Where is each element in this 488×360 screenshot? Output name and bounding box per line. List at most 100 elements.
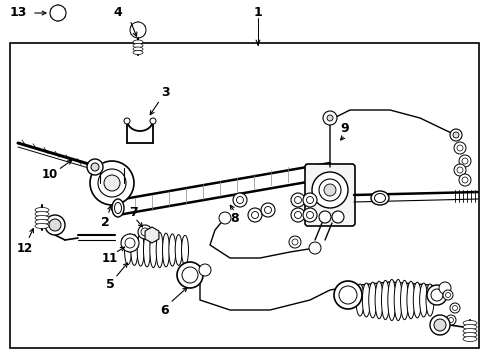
Ellipse shape — [374, 194, 385, 202]
Ellipse shape — [381, 280, 388, 320]
Circle shape — [125, 238, 135, 248]
Ellipse shape — [137, 234, 144, 266]
Ellipse shape — [406, 281, 414, 319]
Circle shape — [177, 262, 203, 288]
Circle shape — [150, 118, 156, 124]
Circle shape — [429, 315, 449, 335]
Circle shape — [104, 175, 120, 191]
Circle shape — [294, 197, 301, 203]
Polygon shape — [131, 22, 144, 38]
Bar — [10, 43, 478, 348]
Circle shape — [87, 159, 103, 175]
Circle shape — [50, 5, 66, 21]
Text: 3: 3 — [161, 86, 169, 99]
Circle shape — [290, 208, 305, 222]
Circle shape — [461, 177, 467, 183]
Ellipse shape — [400, 280, 407, 320]
Circle shape — [445, 315, 455, 325]
Text: 5: 5 — [105, 279, 114, 292]
Circle shape — [291, 239, 297, 245]
Text: 13: 13 — [9, 6, 27, 19]
Ellipse shape — [419, 283, 427, 317]
Circle shape — [433, 319, 445, 331]
Circle shape — [98, 169, 126, 197]
Circle shape — [453, 142, 465, 154]
Circle shape — [430, 289, 442, 301]
Ellipse shape — [387, 279, 395, 320]
Ellipse shape — [462, 320, 476, 325]
Circle shape — [326, 115, 332, 121]
Circle shape — [426, 285, 446, 305]
Circle shape — [306, 197, 313, 203]
Circle shape — [290, 193, 305, 207]
Ellipse shape — [168, 234, 176, 266]
Text: 12: 12 — [17, 242, 33, 255]
Ellipse shape — [355, 284, 363, 316]
Circle shape — [451, 306, 457, 310]
Ellipse shape — [462, 324, 476, 329]
Circle shape — [124, 118, 130, 124]
Ellipse shape — [133, 44, 142, 48]
Ellipse shape — [162, 233, 169, 267]
Circle shape — [306, 211, 313, 219]
Ellipse shape — [175, 235, 182, 265]
Polygon shape — [145, 227, 159, 243]
Circle shape — [338, 286, 356, 304]
Circle shape — [219, 212, 230, 224]
Circle shape — [45, 215, 65, 235]
Text: 9: 9 — [340, 122, 348, 135]
Circle shape — [199, 264, 210, 276]
Ellipse shape — [362, 283, 369, 317]
Circle shape — [445, 292, 449, 297]
Ellipse shape — [114, 202, 121, 213]
Circle shape — [138, 225, 152, 239]
Circle shape — [182, 267, 198, 283]
Text: 11: 11 — [102, 252, 118, 265]
Circle shape — [264, 207, 271, 213]
Circle shape — [333, 281, 361, 309]
Polygon shape — [122, 234, 138, 252]
Text: 6: 6 — [161, 303, 169, 316]
Ellipse shape — [368, 282, 376, 318]
Polygon shape — [51, 5, 65, 21]
Ellipse shape — [181, 235, 188, 265]
Circle shape — [49, 219, 61, 231]
Circle shape — [288, 236, 301, 248]
Circle shape — [91, 163, 99, 171]
Ellipse shape — [35, 216, 49, 220]
Circle shape — [318, 211, 330, 223]
Circle shape — [461, 158, 467, 164]
Ellipse shape — [425, 284, 433, 316]
FancyBboxPatch shape — [305, 164, 354, 226]
Ellipse shape — [35, 211, 49, 216]
Circle shape — [331, 211, 343, 223]
Ellipse shape — [133, 47, 142, 51]
Circle shape — [236, 197, 243, 203]
Text: 2: 2 — [101, 216, 109, 229]
Text: 8: 8 — [230, 211, 239, 225]
Ellipse shape — [35, 207, 49, 212]
Circle shape — [294, 211, 301, 219]
Circle shape — [449, 129, 461, 141]
Ellipse shape — [133, 50, 142, 54]
Circle shape — [90, 161, 134, 205]
Text: 1: 1 — [253, 6, 262, 19]
Circle shape — [232, 193, 246, 207]
Ellipse shape — [35, 220, 49, 225]
Ellipse shape — [412, 282, 420, 318]
Ellipse shape — [156, 232, 163, 267]
Ellipse shape — [35, 224, 49, 229]
Circle shape — [303, 208, 316, 222]
Ellipse shape — [462, 333, 476, 338]
Circle shape — [121, 234, 139, 252]
Ellipse shape — [149, 232, 157, 267]
Circle shape — [308, 242, 320, 254]
Ellipse shape — [374, 281, 382, 319]
Text: 10: 10 — [42, 168, 58, 181]
Circle shape — [323, 111, 336, 125]
Ellipse shape — [131, 235, 138, 265]
Circle shape — [456, 167, 462, 173]
Circle shape — [141, 228, 149, 236]
Circle shape — [449, 303, 459, 313]
Circle shape — [261, 203, 274, 217]
